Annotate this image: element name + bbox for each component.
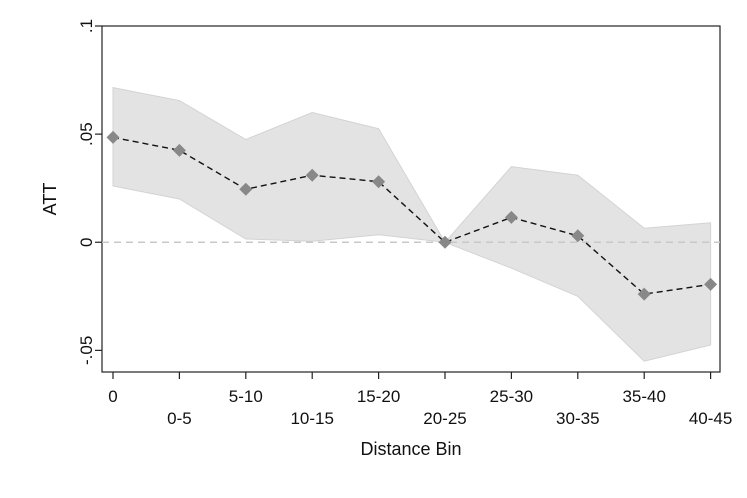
x-tick-label-8: 35-40: [622, 387, 665, 406]
data-point-9: [704, 277, 718, 291]
plot-area: [101, 25, 721, 373]
y-tick-label-1: 0: [77, 238, 96, 247]
y-tick-label-3: .1: [77, 19, 96, 33]
x-tick-label-6: 25-30: [490, 387, 533, 406]
data-point-5: [438, 235, 452, 249]
data-point-4: [372, 175, 386, 189]
x-axis-title: Distance Bin: [360, 439, 461, 459]
axes: -.05 0 .05 .1 0 0-5 5-10 10-15 15-20 20-25 25-30 30…: [77, 19, 732, 428]
data-point-6: [504, 210, 518, 224]
data-point-7: [571, 229, 585, 243]
data-point-1: [172, 143, 186, 157]
x-tick-label-5: 20-25: [423, 409, 466, 428]
x-tick-label-2: 5-10: [229, 387, 263, 406]
data-point-3: [305, 168, 319, 182]
x-tick-label-4: 15-20: [357, 387, 400, 406]
y-tick-label-2: .05: [77, 122, 96, 146]
x-tick-label-1: 0-5: [167, 409, 192, 428]
y-axis-title: ATT: [40, 183, 60, 216]
x-tick-label-7: 30-35: [556, 409, 599, 428]
data-point-0: [106, 130, 120, 144]
y-tick-label-0: -.05: [77, 336, 96, 365]
x-tick-label-9: 40-45: [689, 409, 732, 428]
confidence-band: [112, 86, 712, 362]
x-tick-label-0: 0: [108, 387, 117, 406]
data-point-8: [637, 287, 651, 301]
x-tick-label-3: 10-15: [290, 409, 333, 428]
data-point-2: [239, 182, 253, 196]
series-line: [112, 136, 711, 295]
